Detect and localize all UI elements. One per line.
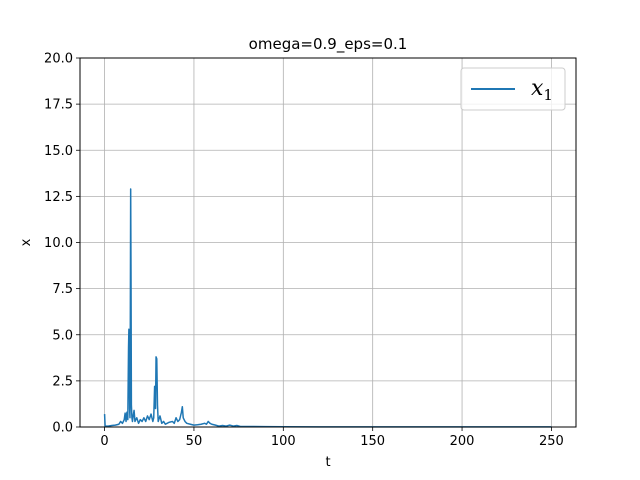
x-tick-label: 0 — [100, 434, 108, 449]
x-tick-label: 200 — [450, 434, 475, 449]
y-tick-label: 15.0 — [44, 144, 73, 159]
x-axis: 0 50 100 150 200 250 — [100, 427, 564, 449]
x-tick-label: 50 — [186, 434, 203, 449]
y-tick-label: 7.5 — [52, 282, 73, 297]
y-tick-label: 0.0 — [52, 421, 73, 436]
x-tick-label: 150 — [360, 434, 385, 449]
y-tick-label: 20.0 — [44, 52, 73, 67]
y-axis-label: x — [19, 238, 34, 246]
chart-title: omega=0.9_eps=0.1 — [249, 35, 408, 54]
y-tick-label: 10.0 — [44, 236, 73, 251]
series-line-x1 — [103, 188, 552, 428]
y-tick-label: 5.0 — [52, 328, 73, 343]
x-axis-label: t — [325, 455, 330, 470]
x-tick-label: 100 — [271, 434, 296, 449]
series-layer — [103, 188, 552, 428]
y-tick-label: 17.5 — [44, 98, 73, 113]
y-tick-label: 12.5 — [44, 190, 73, 205]
y-axis: 0.0 2.5 5.0 7.5 10.0 12.5 15.0 17.5 20.0 — [44, 52, 80, 436]
x-tick-label: 250 — [539, 434, 564, 449]
y-tick-label: 2.5 — [52, 374, 73, 389]
legend: x1 — [460, 67, 566, 111]
